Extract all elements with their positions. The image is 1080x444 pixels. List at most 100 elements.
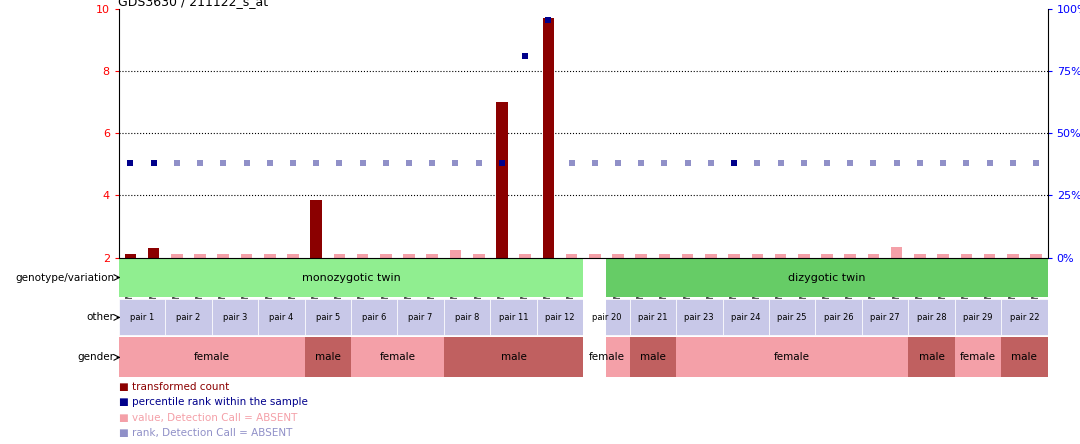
Bar bbox=[821, 254, 833, 258]
Text: genotype/variation: genotype/variation bbox=[15, 273, 114, 282]
Text: pair 8: pair 8 bbox=[455, 313, 480, 322]
Text: pair 5: pair 5 bbox=[315, 313, 340, 322]
Bar bbox=[119, 300, 165, 336]
Text: ■ rank, Detection Call = ABSENT: ■ rank, Detection Call = ABSENT bbox=[119, 428, 293, 439]
Bar bbox=[589, 254, 600, 258]
Bar bbox=[124, 254, 136, 258]
Bar bbox=[566, 254, 578, 258]
Bar bbox=[305, 337, 351, 377]
Bar bbox=[1007, 254, 1018, 258]
Text: GDS3630 / 211122_s_at: GDS3630 / 211122_s_at bbox=[118, 0, 268, 8]
Bar bbox=[490, 300, 537, 336]
Bar bbox=[165, 300, 212, 336]
Bar bbox=[310, 200, 322, 258]
Bar bbox=[403, 254, 415, 258]
Text: pair 24: pair 24 bbox=[731, 313, 760, 322]
Text: pair 4: pair 4 bbox=[269, 313, 294, 322]
Text: other: other bbox=[86, 313, 114, 322]
Bar bbox=[334, 254, 346, 258]
Text: gender: gender bbox=[77, 353, 114, 362]
Bar bbox=[427, 254, 438, 258]
Bar bbox=[351, 337, 444, 377]
Bar bbox=[914, 254, 926, 258]
Text: ■ transformed count: ■ transformed count bbox=[119, 382, 229, 392]
Bar bbox=[630, 300, 676, 336]
Bar bbox=[519, 254, 531, 258]
Bar bbox=[908, 300, 955, 336]
Text: female: female bbox=[960, 353, 996, 362]
Bar bbox=[1030, 254, 1042, 258]
Text: pair 12: pair 12 bbox=[545, 313, 575, 322]
Bar bbox=[264, 254, 275, 258]
Text: pair 2: pair 2 bbox=[176, 313, 201, 322]
Text: pair 20: pair 20 bbox=[592, 313, 621, 322]
Bar bbox=[241, 254, 253, 258]
Bar bbox=[287, 254, 299, 258]
Bar bbox=[148, 248, 160, 258]
Bar bbox=[583, 297, 607, 337]
Text: pair 11: pair 11 bbox=[499, 313, 528, 322]
Text: pair 27: pair 27 bbox=[870, 313, 900, 322]
Bar bbox=[444, 300, 490, 336]
Bar bbox=[607, 258, 1048, 297]
Text: pair 3: pair 3 bbox=[222, 313, 247, 322]
Text: pair 25: pair 25 bbox=[778, 313, 807, 322]
Text: female: female bbox=[379, 353, 416, 362]
Text: pair 6: pair 6 bbox=[362, 313, 387, 322]
Text: ■ percentile rank within the sample: ■ percentile rank within the sample bbox=[119, 397, 308, 408]
Bar bbox=[960, 254, 972, 258]
Text: pair 23: pair 23 bbox=[685, 313, 714, 322]
Bar bbox=[955, 300, 1001, 336]
Text: pair 1: pair 1 bbox=[130, 313, 154, 322]
Bar bbox=[583, 337, 630, 377]
Bar bbox=[258, 300, 305, 336]
Text: male: male bbox=[1012, 353, 1037, 362]
Text: female: female bbox=[589, 353, 624, 362]
Bar bbox=[449, 250, 461, 258]
Bar bbox=[728, 254, 740, 258]
Text: female: female bbox=[774, 353, 810, 362]
Bar bbox=[171, 254, 183, 258]
Bar bbox=[723, 300, 769, 336]
Text: pair 26: pair 26 bbox=[824, 313, 853, 322]
Bar bbox=[194, 254, 206, 258]
Bar bbox=[583, 258, 607, 297]
Text: ■ value, Detection Call = ABSENT: ■ value, Detection Call = ABSENT bbox=[119, 413, 297, 423]
Bar bbox=[583, 337, 607, 377]
Bar bbox=[955, 337, 1001, 377]
Bar bbox=[867, 254, 879, 258]
Bar bbox=[119, 258, 583, 297]
Bar bbox=[119, 337, 305, 377]
Bar bbox=[676, 337, 908, 377]
Bar bbox=[496, 102, 508, 258]
Bar bbox=[212, 300, 258, 336]
Bar bbox=[630, 337, 676, 377]
Text: male: male bbox=[315, 353, 340, 362]
Text: pair 22: pair 22 bbox=[1010, 313, 1039, 322]
Bar bbox=[537, 300, 583, 336]
Bar bbox=[397, 300, 444, 336]
Bar bbox=[862, 300, 908, 336]
Bar bbox=[612, 254, 624, 258]
Bar bbox=[769, 300, 815, 336]
Text: pair 29: pair 29 bbox=[963, 313, 993, 322]
Text: male: male bbox=[919, 353, 944, 362]
Text: female: female bbox=[193, 353, 230, 362]
Bar bbox=[635, 254, 647, 258]
Bar bbox=[815, 300, 862, 336]
Text: male: male bbox=[640, 353, 665, 362]
Bar bbox=[774, 254, 786, 258]
Bar bbox=[798, 254, 810, 258]
Bar bbox=[705, 254, 717, 258]
Bar bbox=[380, 254, 392, 258]
Bar bbox=[473, 254, 485, 258]
Bar bbox=[937, 254, 949, 258]
Bar bbox=[351, 300, 397, 336]
Text: male: male bbox=[501, 353, 526, 362]
Bar bbox=[1001, 337, 1048, 377]
Text: monozygotic twin: monozygotic twin bbox=[301, 273, 401, 282]
Bar bbox=[305, 300, 351, 336]
Bar bbox=[444, 337, 583, 377]
Bar bbox=[891, 247, 903, 258]
Bar bbox=[908, 337, 955, 377]
